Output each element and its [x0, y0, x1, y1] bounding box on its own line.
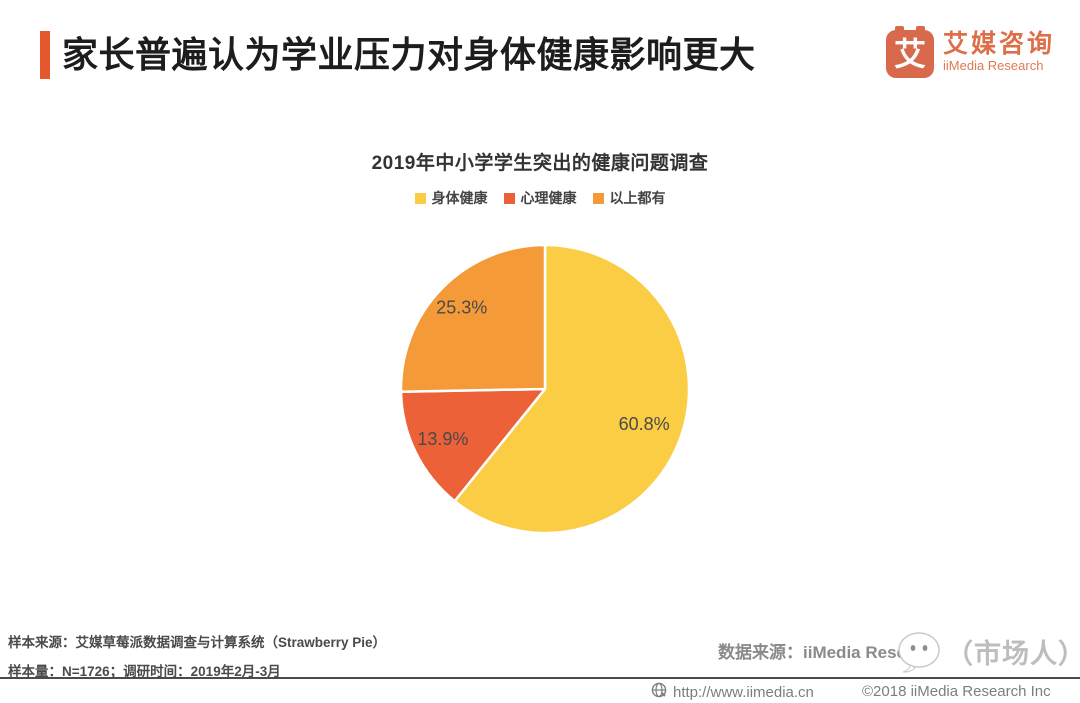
sample-size-note: 样本量：N=1726；调研时间：2019年2月-3月 [8, 664, 281, 679]
footer-url: http://www.iimedia.cn [673, 683, 814, 701]
pie-chart: 60.8% 13.9% 25.3% [399, 243, 691, 535]
pie-slice-2 [399, 387, 547, 503]
page-title: 家长普遍认为学业压力对身体健康影响更大 [62, 34, 756, 75]
legend-label: 以上都有 [609, 190, 666, 206]
title-accent-bar [40, 31, 50, 79]
brand-logo-text: 艾媒咨询 iiMedia Research [943, 30, 1055, 73]
pie-slice-label: 25.3% [436, 297, 487, 317]
chart-title: 2019年中小学学生突出的健康问题调查 [371, 153, 709, 174]
footer-copyright: ©2018 iiMedia Research Inc [862, 683, 1051, 700]
logo-antenna [916, 26, 925, 32]
brand-name-cn: 艾媒咨询 [943, 30, 1056, 58]
legend-swatch [503, 192, 515, 204]
data-source-note: 数据来源：iiMedia Resea （市场人） [718, 632, 1080, 673]
footnotes-left: 样本来源：艾媒草莓派数据调查与计算系统（Strawberry Pie） 样本量：… [8, 631, 386, 689]
sample-source-note: 样本来源：艾媒草莓派数据调查与计算系统（Strawberry Pie） [8, 635, 387, 650]
footer-divider [0, 677, 1080, 679]
logo-antenna [895, 26, 904, 32]
data-source-text: 数据来源：iiMedia Resea [718, 643, 916, 662]
brand-logo-icon: 艾 [886, 26, 934, 78]
globe-icon [651, 682, 667, 702]
legend-item-3: 以上都有 [592, 188, 666, 208]
pie-slice-label: 13.9% [417, 429, 468, 449]
watermark-text: （市场人） [946, 639, 1080, 669]
legend-label: 身体健康 [431, 190, 488, 206]
pie-slice-3 [399, 243, 547, 393]
legend-swatch [592, 192, 604, 204]
legend-item-2: 心理健康 [503, 188, 577, 208]
pie-slice-1 [453, 243, 691, 535]
footer: http://www.iimedia.cn ©2018 iiMedia Rese… [0, 682, 1080, 703]
legend-item-1: 身体健康 [414, 188, 488, 208]
watermark-face-icon [893, 628, 945, 679]
logo-glyph: 艾 [893, 36, 926, 72]
pie-slice-label: 60.8% [619, 414, 670, 434]
brand-name-en: iiMedia Research [943, 58, 1044, 73]
chart-legend: 身体健康 心理健康 以上都有 [0, 188, 1080, 208]
brand-logo: 艾 艾媒咨询 iiMedia Research [886, 26, 1055, 78]
legend-swatch [414, 192, 426, 204]
legend-label: 心理健康 [520, 190, 577, 206]
